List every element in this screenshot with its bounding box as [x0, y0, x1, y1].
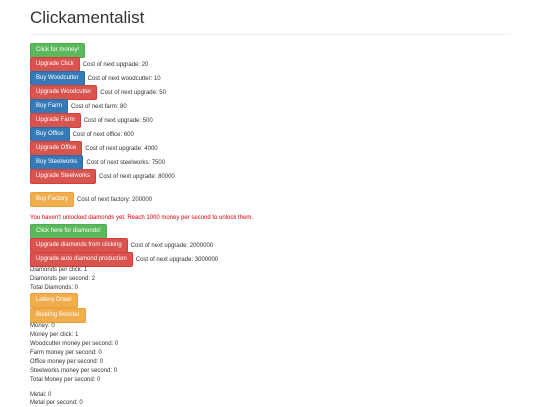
- lottery-draw-button[interactable]: Lottery Draw!: [30, 293, 78, 308]
- buy-steelworks-button[interactable]: Buy Steelworks: [30, 155, 84, 170]
- upgrade-farm-row: Upgrade Farm Cost of next upgrade: 500: [30, 113, 153, 128]
- click-diamonds-row: Click here for diamonds!: [30, 224, 107, 239]
- upgrade-farm-button[interactable]: Upgrade Farm: [30, 113, 81, 128]
- upgrade-office-button[interactable]: Upgrade Office: [30, 141, 83, 156]
- booster-row: Building Booster: [30, 308, 86, 323]
- page-title: Clickamentalist: [30, 8, 145, 27]
- upgrade-auto-diamond-button[interactable]: Upgrade auto diamond production: [30, 252, 133, 267]
- upgrade-woodcutter-row: Upgrade Woodcutter Cost of next upgrade:…: [30, 85, 166, 100]
- money-total: Money: 0: [30, 323, 55, 329]
- upgrade-woodcutter-cost: Cost of next upgrade: 50: [100, 89, 166, 96]
- buy-woodcutter-button[interactable]: Buy Woodcutter: [30, 71, 85, 86]
- farm-row: Buy Farm Cost of next farm: 80: [30, 99, 127, 114]
- buy-farm-button[interactable]: Buy Farm: [30, 99, 69, 114]
- metal-per-second: Metal per second: 0: [30, 400, 83, 406]
- money-per-click: Money per click: 1: [30, 332, 79, 338]
- click-for-money-button[interactable]: Click for money!: [30, 43, 86, 58]
- diamond-lock-warning: You haven't unlocked diamonds yet. Reach…: [30, 215, 254, 221]
- steelworks-money-per-second: Steelworks money per second: 0: [30, 368, 118, 374]
- metal-total: Metal: 0: [30, 392, 52, 398]
- upgrade-steelworks-row: Upgrade Steelworks Cost of next upgrade:…: [30, 169, 175, 184]
- total-diamonds: Total Diamonds: 0: [30, 285, 79, 291]
- steelworks-cost: Cost of next steelworks: 7500: [86, 159, 166, 166]
- upgrade-click-button[interactable]: Upgrade Click: [30, 57, 80, 72]
- steelworks-row: Buy Steelworks Cost of next steelworks: …: [30, 155, 165, 170]
- click-money-row: Click for money!: [30, 43, 86, 58]
- office-row: Buy Office Cost of next office: 600: [30, 127, 134, 142]
- title-divider: [30, 34, 510, 35]
- buy-office-button[interactable]: Buy Office: [30, 127, 70, 142]
- upgrade-diamonds-clicking-row: Upgrade diamonds from clicking Cost of n…: [30, 238, 213, 253]
- building-booster-button[interactable]: Building Booster: [30, 308, 86, 323]
- office-cost: Cost of next office: 600: [72, 131, 134, 138]
- upgrade-steelworks-button[interactable]: Upgrade Steelworks: [30, 169, 97, 184]
- farm-money-per-second: Farm money per second: 0: [30, 350, 102, 356]
- upgrade-steelworks-cost: Cost of next upgrade: 80000: [99, 173, 175, 180]
- upgrade-click-cost: Cost of next upgrade: 20: [82, 61, 149, 68]
- upgrade-click-row: Upgrade Click Cost of next upgrade: 20: [30, 57, 148, 72]
- upgrade-farm-cost: Cost of next upgrade: 500: [83, 117, 153, 124]
- woodcutter-money-per-second: Woodcutter money per second: 0: [30, 341, 119, 347]
- upgrade-diamonds-clicking-cost: Cost of next upgrade: 2000000: [130, 242, 214, 249]
- woodcutter-row: Buy Woodcutter Cost of next woodcutter: …: [30, 71, 161, 86]
- woodcutter-cost: Cost of next woodcutter: 10: [87, 75, 161, 82]
- factory-cost: Cost of next factory: 200000: [77, 196, 153, 203]
- diamonds-per-click: Diamonds per click: 1: [30, 267, 88, 273]
- upgrade-woodcutter-button[interactable]: Upgrade Woodcutter: [30, 85, 98, 100]
- upgrade-auto-diamond-cost: Cost of next upgrade: 3000000: [135, 256, 219, 263]
- diamonds-per-second: Diamonds per second: 2: [30, 276, 96, 282]
- upgrade-office-cost: Cost of next upgrade: 4000: [85, 145, 158, 152]
- upgrade-diamonds-clicking-button[interactable]: Upgrade diamonds from clicking: [30, 238, 128, 253]
- upgrade-auto-diamond-row: Upgrade auto diamond production Cost of …: [30, 252, 218, 267]
- click-diamonds-button[interactable]: Click here for diamonds!: [30, 224, 107, 239]
- farm-cost: Cost of next farm: 80: [71, 103, 127, 110]
- office-money-per-second: Office money per second: 0: [30, 359, 104, 365]
- upgrade-office-row: Upgrade Office Cost of next upgrade: 400…: [30, 141, 158, 156]
- buy-factory-button[interactable]: Buy Factory: [30, 192, 75, 207]
- factory-row: Buy Factory Cost of next factory: 200000: [30, 192, 152, 207]
- lottery-row: Lottery Draw!: [30, 293, 78, 308]
- total-money-per-second: Total Money per second: 0: [30, 377, 101, 383]
